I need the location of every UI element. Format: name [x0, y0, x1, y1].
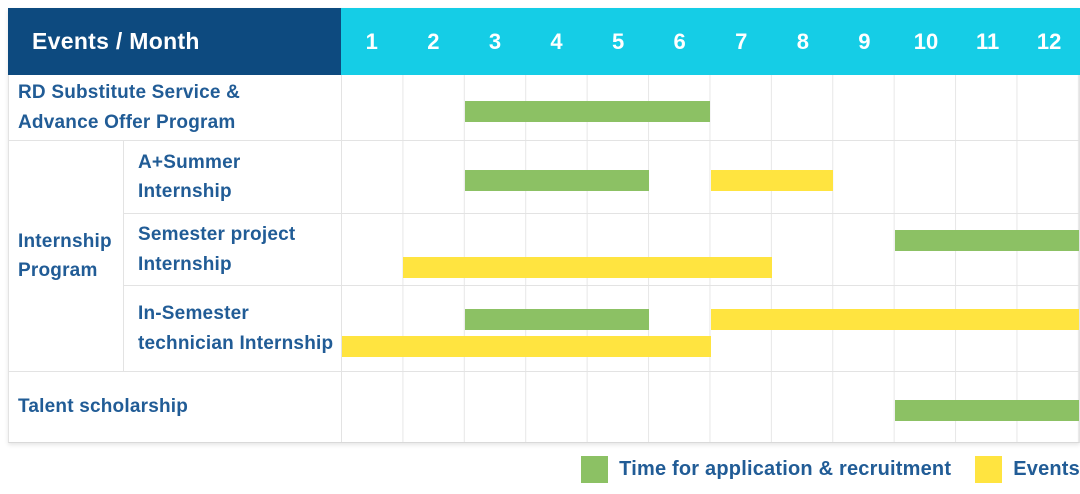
legend: Time for application & recruitment Events: [557, 456, 1080, 483]
row-label: A+Summer Internship: [124, 141, 342, 213]
month-header-cell-3: 3: [488, 28, 502, 54]
gantt-chart-cell: [342, 75, 1079, 140]
table-subrow: Semester project Internship: [124, 213, 1079, 285]
month-header-cell-2: 2: [427, 28, 440, 54]
month-header-cell-1: 1: [365, 28, 378, 54]
month-header-cell-5: 5: [611, 28, 625, 54]
month-header-cell-8: 8: [796, 28, 809, 54]
gantt-bar-application-m3-m5: [464, 308, 650, 330]
group-label: Internship Program: [9, 141, 124, 371]
table-subrow: A+Summer Internship: [124, 141, 1079, 213]
table-row: Talent scholarship: [9, 371, 1079, 442]
month-header-cell-6: 6: [673, 28, 686, 54]
gantt-chart-cell: [342, 372, 1079, 442]
month-header-cell-4: 4: [550, 28, 563, 54]
legend-swatch-application: [581, 456, 609, 483]
legend-label-events: Events: [1013, 458, 1080, 480]
gantt-bar-application-m3-m5: [464, 170, 650, 191]
month-header-cell-7: 7: [735, 28, 748, 54]
month-header-cell-10: 10: [913, 28, 939, 54]
month-header-cell-11: 11: [975, 28, 1000, 54]
gantt-bar-application-m10-m12: [894, 400, 1079, 421]
gantt-chart-cell: [342, 141, 1079, 213]
row-label: In-Semester technician Internship: [124, 286, 342, 371]
legend-item-application: Time for application & recruitment: [581, 456, 951, 483]
schedule-rows: RD Substitute Service & Advance Offer Pr…: [8, 75, 1080, 443]
month-header: 1 2 3 4 5 6 7 8 9 10 11 12: [341, 8, 1080, 75]
gantt-bar-events-m7-m8: [710, 170, 834, 191]
table-header-row: Events / Month 1 2 3 4 5 6 7 8 9 10 11 12: [8, 8, 1080, 75]
row-label: Semester project Internship: [124, 214, 342, 285]
table-row: RD Substitute Service & Advance Offer Pr…: [9, 75, 1079, 140]
row-label: Talent scholarship: [9, 372, 342, 442]
gantt-chart-cell: [342, 214, 1079, 285]
legend-item-events: Events: [975, 456, 1080, 483]
legend-swatch-events: [975, 456, 1003, 483]
month-header-cell-12: 12: [1036, 28, 1062, 54]
table-title: Events / Month: [32, 28, 200, 54]
gantt-bar-events-m2-m7: [403, 256, 772, 278]
gantt-bar-events-m7-m12: [710, 308, 1079, 330]
gantt-chart-cell: [342, 286, 1079, 371]
row-label: RD Substitute Service & Advance Offer Pr…: [9, 75, 342, 140]
gantt-bar-application-m10-m12: [894, 229, 1079, 251]
schedule-table: Events / Month 1 2 3 4 5 6 7 8 9 10 11 12 RD Substi…: [8, 8, 1080, 443]
events-month-title-cell: Events / Month: [8, 8, 341, 75]
row-group: Internship Program A+Summer Internship Sem…: [9, 140, 1079, 371]
gantt-bar-events-m1-m6: [342, 335, 711, 357]
table-subrow: In-Semester technician Internship: [124, 285, 1079, 371]
month-header-cell-9: 9: [858, 28, 871, 54]
gantt-bar-application-m3-m6: [464, 100, 711, 122]
group-subrows: A+Summer Internship Semester project Inte…: [124, 141, 1079, 371]
legend-label-application: Time for application & recruitment: [619, 458, 952, 480]
